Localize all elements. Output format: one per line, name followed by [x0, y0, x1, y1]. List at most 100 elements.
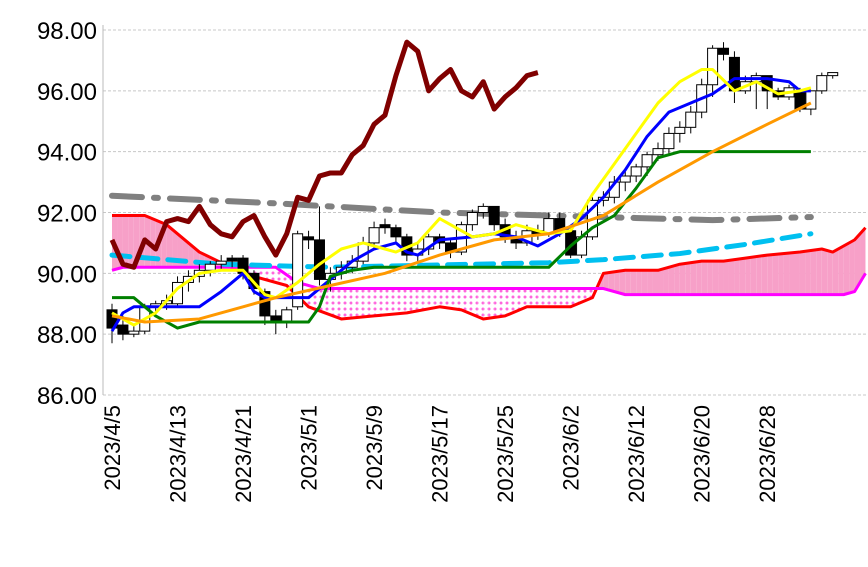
- candle-body-up: [707, 47, 719, 86]
- cloud-segment-bearish: [521, 288, 527, 310]
- cloud-segment-bearish: [499, 288, 506, 317]
- candle-body-down: [259, 291, 271, 317]
- cloud-segment-bearish: [401, 288, 407, 314]
- candle-body-up: [204, 263, 216, 271]
- cloud-segment-bullish: [849, 239, 855, 294]
- x-tick-label: 2023/6/20: [690, 405, 715, 503]
- cloud-segment-bullish: [734, 258, 740, 295]
- cloud-segment-bullish: [816, 249, 822, 295]
- cloud-segment-bearish: [565, 288, 571, 307]
- cloud-segment-bearish: [532, 288, 538, 307]
- cloud-segment-bullish: [690, 261, 697, 295]
- cloud-segment-bearish: [363, 288, 369, 317]
- candle: [477, 203, 489, 219]
- cloud-segment-bearish: [516, 288, 522, 312]
- cloud-segment-bearish: [324, 288, 331, 315]
- axes: 86.00 88.00 90.00 92.00 94.00 96.00 98.00 2023/…: [37, 18, 780, 503]
- chikou-line: [109, 39, 539, 270]
- candle-body-up: [292, 233, 304, 308]
- cloud-segment-bearish: [576, 288, 582, 305]
- candle: [816, 72, 828, 94]
- y-tick-label: 98.00: [37, 18, 97, 45]
- candle: [128, 325, 140, 338]
- candle: [390, 224, 402, 243]
- cloud-segment-bearish: [270, 267, 276, 283]
- ma-long-dashdot-line: [109, 192, 814, 224]
- candle: [215, 255, 227, 271]
- cloud-segment-bearish: [335, 288, 342, 319]
- x-tick-label: 2023/5/17: [428, 405, 453, 503]
- candle-body-up: [674, 126, 686, 134]
- cloud-segment-bullish: [707, 261, 713, 295]
- candle-body-up: [477, 205, 489, 214]
- candle-body-up: [827, 72, 839, 77]
- cloud-segment-bullish: [843, 242, 850, 295]
- cloud-segment-bullish: [761, 255, 768, 295]
- candle-body-down: [313, 239, 325, 280]
- cloud-segment-bearish: [483, 288, 489, 319]
- cloud-segment-bullish: [603, 272, 609, 291]
- cloud-segment-bearish: [461, 288, 467, 313]
- cloud-segment-bearish: [341, 288, 347, 319]
- cloud-segment-bullish: [821, 249, 828, 295]
- cloud-segment-bullish: [679, 263, 686, 295]
- x-tick-label: 2023/5/9: [362, 405, 387, 491]
- cloud-segment-bearish: [526, 288, 533, 307]
- candle-body-down: [488, 205, 500, 226]
- y-tick-label: 90.00: [37, 261, 97, 288]
- ichimoku-cloud: [111, 214, 867, 321]
- cloud-segment-bearish: [505, 288, 511, 316]
- cloud-segment-bullish: [718, 261, 724, 295]
- cloud-segment-bearish: [494, 288, 500, 318]
- candle-body-up: [685, 111, 697, 128]
- candle: [445, 239, 457, 259]
- cloud-segment-bearish: [379, 288, 385, 316]
- cloud-segment-bearish: [368, 288, 375, 317]
- ma-mid-line: [111, 101, 812, 324]
- cloud-segment-bullish: [636, 270, 642, 295]
- cloud-segment-bearish: [352, 288, 358, 318]
- candle-body-up: [641, 154, 653, 168]
- candle-body-up: [215, 260, 227, 265]
- candle: [226, 255, 238, 268]
- cloud-segment-bearish: [412, 288, 418, 312]
- candle-body-down: [761, 75, 773, 92]
- y-tick-label: 96.00: [37, 79, 97, 106]
- x-tick-label: 2023/6/28: [755, 405, 780, 503]
- cloud-segment-bullish: [854, 233, 861, 292]
- cloud-segment-bullish: [778, 253, 784, 295]
- candle-body-up: [816, 75, 828, 92]
- cloud-segment-bullish: [685, 262, 691, 295]
- candle: [488, 205, 500, 231]
- senkou-span-a-line: [112, 214, 867, 321]
- cloud-segment-bearish: [357, 288, 364, 318]
- candle-body-up: [281, 309, 293, 323]
- cloud-segment-bullish: [150, 217, 156, 268]
- cloud-segment-bullish: [728, 259, 735, 295]
- cloud-segment-bearish: [472, 288, 478, 317]
- cloud-segment-bullish: [188, 242, 194, 268]
- cloud-segment-bullish: [810, 249, 817, 295]
- cloud-segment-bearish: [537, 288, 544, 307]
- ma-short-line: [111, 68, 812, 327]
- x-tick-label: 2023/4/21: [231, 405, 256, 503]
- cloud-segment-bullish: [608, 271, 615, 292]
- cloud-segment-bearish: [395, 288, 402, 314]
- cloud-segment-bearish: [450, 288, 456, 310]
- cloud-segment-bearish: [434, 288, 440, 308]
- candle: [357, 236, 369, 265]
- x-tick-label: 2023/4/5: [100, 405, 125, 491]
- cloud-segment-bearish: [466, 288, 473, 315]
- cloud-segment-bearish: [264, 267, 271, 281]
- candle: [761, 75, 773, 110]
- candle-body-up: [630, 166, 642, 177]
- cloud-segment-bullish: [128, 215, 134, 268]
- cloud-segment-bearish: [488, 288, 495, 319]
- cloud-segment-bearish: [390, 288, 396, 315]
- cloud-segment-bearish: [330, 288, 336, 317]
- candle-body-up: [128, 330, 140, 335]
- candle-body-up: [466, 212, 478, 226]
- cloud-segment-bullish: [122, 215, 129, 268]
